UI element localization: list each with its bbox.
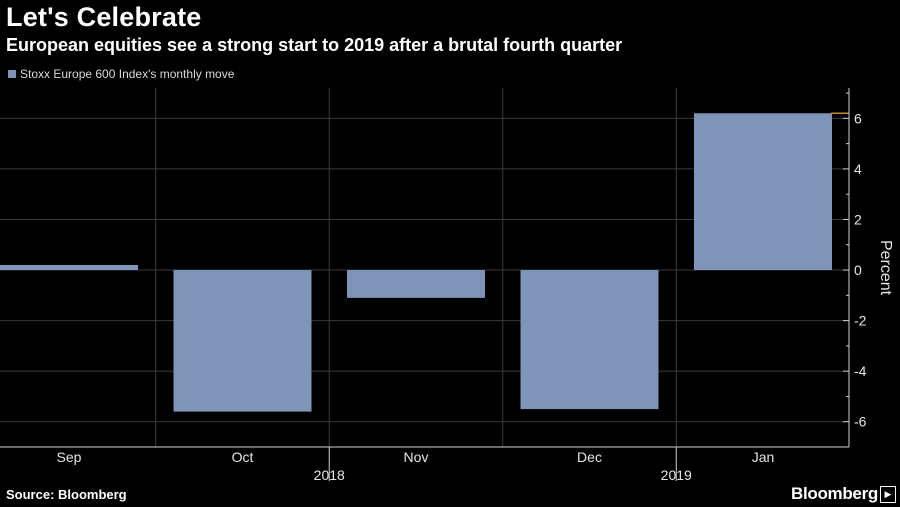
- year-label-2019: 2019: [661, 467, 692, 483]
- x-tick-label-nov: Nov: [404, 449, 429, 465]
- y-tick-label: 2: [854, 211, 862, 227]
- x-tick-label-jan: Jan: [752, 449, 775, 465]
- chart-subtitle: European equities see a strong start to …: [6, 35, 623, 55]
- y-tick-label: 6: [854, 110, 862, 126]
- x-tick-label-sep: Sep: [57, 449, 82, 465]
- brand-logo: Bloomberg: [790, 484, 878, 503]
- y-tick-label: 0: [854, 262, 862, 278]
- y-tick-label: -4: [854, 363, 867, 379]
- bar-jan: [694, 113, 832, 271]
- bar-sep: [0, 264, 138, 271]
- y-tick-label: -2: [854, 313, 867, 329]
- legend-label: Stoxx Europe 600 Index's monthly move: [20, 67, 235, 81]
- x-tick-label-dec: Dec: [577, 449, 602, 465]
- bar-nov: [347, 270, 485, 298]
- year-label-2018: 2018: [314, 467, 345, 483]
- y-tick-label: 4: [854, 161, 862, 177]
- x-tick-label-oct: Oct: [232, 449, 254, 465]
- chart-title: Let's Celebrate: [6, 2, 202, 32]
- source-note: Source: Bloomberg: [6, 487, 127, 502]
- legend-swatch: [8, 70, 16, 78]
- logo-icon: ▶: [880, 486, 896, 503]
- legend: Stoxx Europe 600 Index's monthly move: [8, 67, 234, 81]
- y-tick-label: -6: [854, 414, 867, 430]
- bar-dec: [520, 270, 659, 410]
- y-axis-title: Percent: [877, 240, 894, 296]
- bar-oct: [173, 270, 312, 412]
